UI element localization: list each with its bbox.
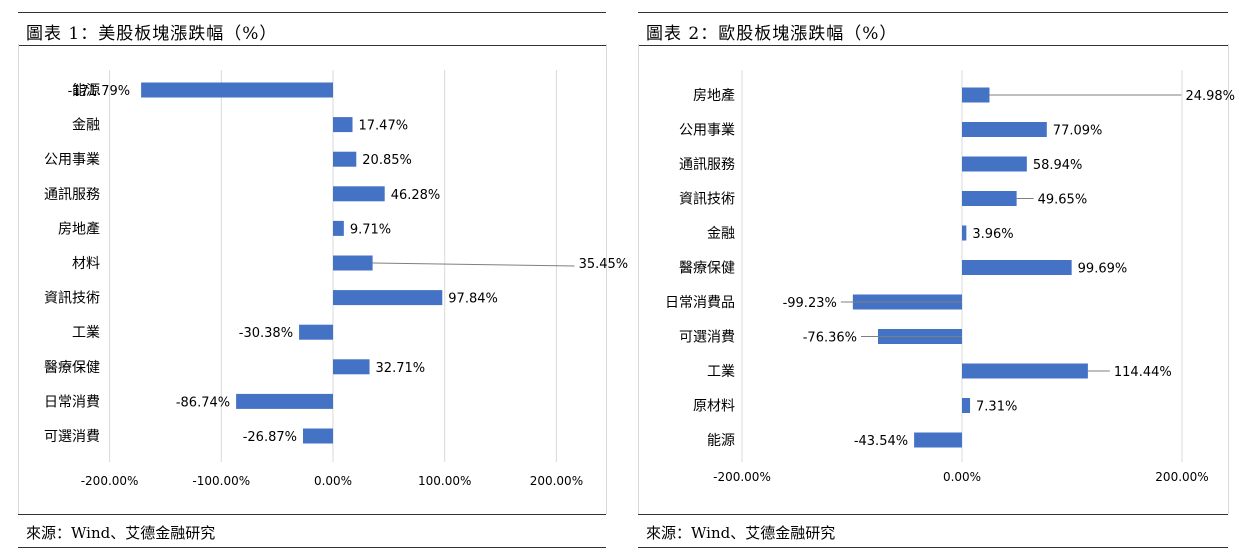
us-sector-bar-chart: -200.00% -100.00% 0.00% 100.00% 200.00% 能源-17… — [44, 70, 628, 488]
category-label: 材料 — [72, 256, 100, 272]
category-label: 日常消費品 — [665, 295, 735, 311]
category-label: 日常消費 — [44, 394, 100, 410]
bar — [962, 398, 971, 413]
category-label: 金融 — [707, 226, 735, 242]
chart-panel-eu: 圖表 2：歐股板塊漲跌幅（%） -200.00% 0.00% 200.00% 房地產 2… — [620, 0, 1242, 558]
bar — [333, 359, 370, 375]
source-bar: 來源：Wind、艾德金融研究 — [638, 514, 1228, 548]
bar — [299, 324, 333, 340]
data-label: 3.96% — [972, 227, 1013, 242]
data-label: -99.23% — [783, 296, 837, 311]
bar — [962, 225, 967, 241]
data-label: 49.65% — [1038, 193, 1088, 208]
category-label: 金融 — [72, 118, 100, 134]
bar — [962, 122, 1047, 137]
bar — [962, 87, 990, 103]
category-label: 房地產 — [693, 87, 735, 104]
chart-title-bar: 圖表 2：歐股板塊漲跌幅（%） — [638, 12, 1228, 46]
x-tick-label: -200.00% — [713, 470, 771, 484]
data-label: 77.09% — [1053, 124, 1103, 139]
x-tick-label: 100.00% — [418, 474, 471, 488]
data-label: 58.94% — [1033, 158, 1083, 173]
category-label: 通訊服務 — [679, 157, 735, 173]
source-note: 來源：Wind、艾德金融研究 — [26, 524, 216, 542]
data-label: 20.85% — [362, 153, 412, 168]
category-label: 可選消費 — [44, 429, 100, 445]
plot-area — [638, 44, 1229, 514]
category-label: 資訊技術 — [679, 192, 735, 208]
bar — [333, 290, 443, 306]
x-tick-label: 200.00% — [1155, 470, 1208, 484]
data-label: -76.36% — [803, 331, 857, 346]
plot-area — [18, 44, 607, 514]
data-label: -43.54% — [854, 434, 908, 449]
category-label: 工業 — [707, 364, 735, 380]
data-label: 46.28% — [391, 188, 441, 203]
x-tick-label: -200.00% — [81, 474, 139, 488]
bar — [914, 432, 962, 448]
source-bar: 來源：Wind、艾德金融研究 — [18, 514, 606, 548]
category-label: 房地產 — [58, 220, 100, 237]
bar — [962, 156, 1027, 172]
bar — [333, 186, 385, 202]
chart-title-bar: 圖表 1：美股板塊漲跌幅（%） — [18, 12, 606, 46]
data-label: -30.38% — [239, 326, 293, 341]
category-label: 公用事業 — [44, 152, 100, 168]
category-label: 可選消費 — [679, 330, 735, 346]
x-tick-label: 0.00% — [314, 474, 352, 488]
data-label: 32.71% — [376, 361, 426, 376]
data-label: 99.69% — [1078, 262, 1128, 277]
bar — [236, 393, 333, 409]
data-label: 7.31% — [976, 400, 1017, 415]
data-label: -171.79% — [68, 84, 131, 99]
data-label: 9.71% — [350, 222, 391, 237]
bar — [333, 255, 373, 271]
eu-sector-bar-chart: -200.00% 0.00% 200.00% 房地產 24.98% 公用事業 77.09% 通… — [665, 70, 1235, 484]
bar — [333, 117, 353, 133]
bar — [302, 428, 333, 444]
category-label: 工業 — [72, 325, 100, 341]
x-tick-label: 200.00% — [530, 474, 583, 488]
bar — [962, 191, 1017, 206]
chart-title: 圖表 2：歐股板塊漲跌幅（%） — [646, 24, 898, 44]
bar — [962, 260, 1072, 275]
chart-title: 圖表 1：美股板塊漲跌幅（%） — [26, 24, 278, 44]
data-label: 17.47% — [359, 119, 409, 134]
category-label: 通訊服務 — [44, 187, 100, 203]
category-label: 資訊技術 — [44, 291, 100, 307]
data-label: 97.84% — [448, 292, 498, 307]
bar — [333, 151, 357, 167]
leader-line — [372, 262, 575, 267]
category-label: 公用事業 — [679, 123, 735, 139]
x-tick-label: 0.00% — [943, 470, 981, 484]
data-label: 114.44% — [1114, 365, 1172, 380]
category-label: 醫療保健 — [44, 359, 100, 376]
bar — [962, 363, 1088, 379]
category-label: 能源 — [72, 83, 100, 99]
source-note: 來源：Wind、艾德金融研究 — [646, 524, 836, 542]
data-label: -86.74% — [176, 395, 230, 410]
data-label: 35.45% — [579, 257, 629, 272]
bar — [333, 220, 344, 236]
x-tick-label: -100.00% — [192, 474, 250, 488]
category-label: 能源 — [707, 433, 735, 449]
category-label: 醫療保健 — [679, 260, 735, 277]
bar — [141, 82, 333, 98]
chart-panel-us: 圖表 1：美股板塊漲跌幅（%） -200.00% -100.00% 0.00% 100… — [0, 0, 628, 558]
category-label: 原材料 — [693, 399, 735, 415]
data-label: 24.98% — [1185, 89, 1235, 104]
data-label: -26.87% — [243, 430, 297, 445]
